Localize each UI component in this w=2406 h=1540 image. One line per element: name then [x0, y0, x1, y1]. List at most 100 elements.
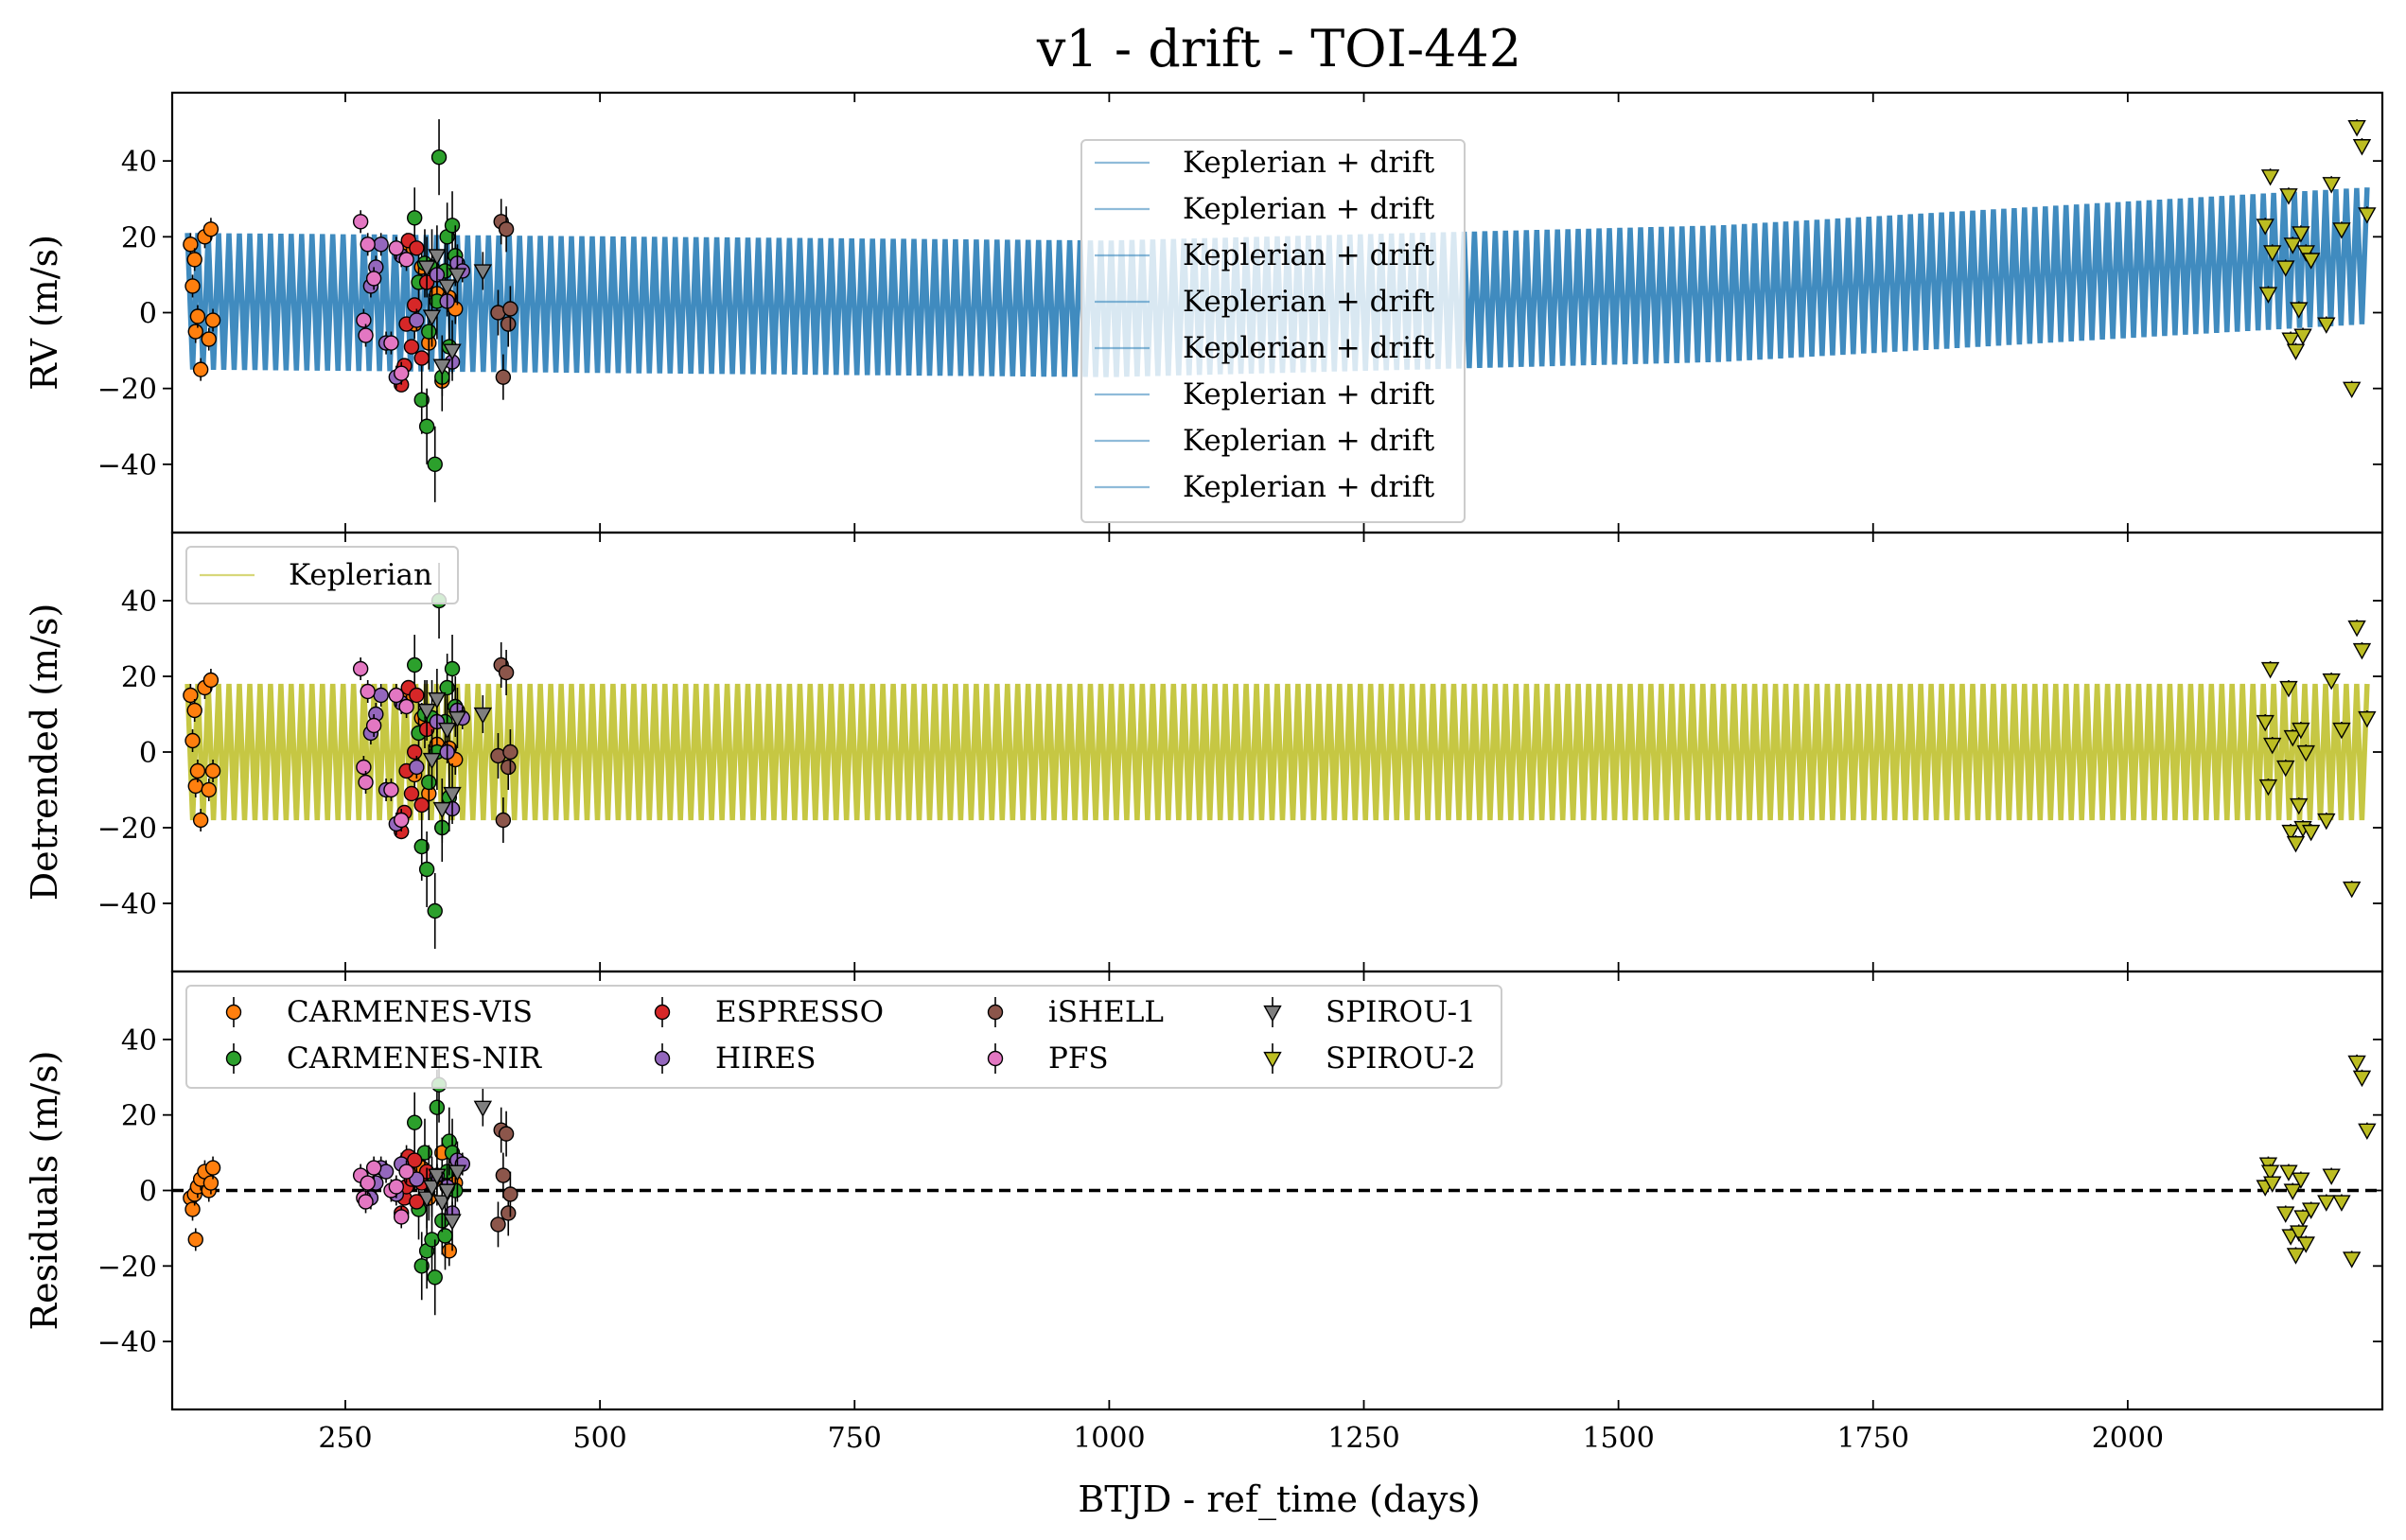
- data-point: [2358, 710, 2377, 728]
- legend-label: Keplerian + drift: [1183, 424, 1435, 458]
- legend-detrended: Keplerian: [185, 546, 459, 604]
- data-point: [204, 1160, 221, 1176]
- legend-label: iSHELL: [1048, 995, 1164, 1029]
- legend-label: Keplerian + drift: [1183, 470, 1435, 504]
- data-point: [358, 1194, 374, 1210]
- data-point: [2263, 737, 2282, 755]
- legend-marker: [987, 1004, 1004, 1021]
- data-point: [192, 361, 209, 377]
- data-point: [383, 335, 399, 351]
- x-axis-label: BTJD - ref_time (days): [1078, 1479, 1480, 1521]
- data-point: [2260, 169, 2280, 186]
- data-point: [2260, 1164, 2280, 1181]
- data-point: [373, 687, 389, 704]
- y-tick-label: −40: [97, 1326, 157, 1359]
- plot-area-detrended: [183, 563, 2377, 949]
- y-tick-label: 40: [121, 1024, 157, 1058]
- data-point: [427, 902, 443, 919]
- data-point: [2322, 673, 2341, 691]
- data-point: [2296, 1236, 2315, 1253]
- data-point: [356, 759, 372, 776]
- model-curve: [184, 683, 2370, 821]
- data-point: [501, 1205, 517, 1221]
- panel-residuals: 250 500 750 1000 1250 1500 1750 2000 −40 −20 0 20 40…: [24, 970, 2384, 1455]
- data-point: [427, 456, 443, 473]
- y-tick-label: −40: [97, 449, 157, 482]
- data-point: [365, 271, 382, 287]
- y-tick-label: 20: [121, 661, 157, 694]
- series-ishell: [490, 1107, 518, 1248]
- data-point: [2296, 744, 2315, 762]
- data-point: [2352, 1070, 2372, 1088]
- data-point: [490, 1216, 506, 1233]
- data-point: [437, 279, 457, 296]
- data-point: [398, 698, 414, 715]
- data-point: [2279, 188, 2298, 205]
- x-tick-label: 1750: [1837, 1422, 1909, 1455]
- data-point: [428, 691, 447, 709]
- figure-title: v1 - drift - TOI-442: [1036, 19, 1521, 79]
- data-point: [394, 1209, 410, 1225]
- data-point: [184, 1201, 201, 1217]
- y-tick-label: −40: [97, 888, 157, 921]
- data-point: [418, 861, 435, 878]
- data-point: [498, 1126, 515, 1142]
- data-point: [437, 722, 457, 740]
- x-tick-label: 500: [572, 1422, 626, 1455]
- series-spirou-1: [417, 225, 493, 396]
- data-point: [2276, 760, 2295, 778]
- legend-label: PFS: [1048, 1041, 1109, 1076]
- data-point: [189, 762, 206, 779]
- data-point: [358, 327, 374, 343]
- data-point: [356, 312, 372, 328]
- data-point: [417, 260, 436, 277]
- y-tick-label: −20: [97, 1251, 157, 1284]
- y-tick-label: 20: [121, 1100, 157, 1133]
- data-point: [186, 252, 202, 268]
- data-point: [2352, 642, 2372, 660]
- data-point: [495, 369, 512, 385]
- series-spirou-2: [2256, 119, 2377, 399]
- data-point: [388, 687, 405, 704]
- legend-label: Keplerian + drift: [1183, 192, 1435, 226]
- y-tick-label: −20: [97, 374, 157, 407]
- data-point: [394, 812, 410, 829]
- y-tick-label: 0: [139, 298, 157, 331]
- data-point: [437, 1228, 453, 1244]
- data-point: [473, 1100, 493, 1118]
- legend-label: HIRES: [715, 1041, 817, 1076]
- data-point: [409, 687, 425, 704]
- data-point: [2283, 237, 2302, 254]
- legend-label: Keplerian + drift: [1183, 377, 1435, 411]
- data-point: [495, 1167, 512, 1183]
- data-point: [204, 312, 221, 328]
- x-tick-label: 750: [828, 1422, 882, 1455]
- data-point: [2258, 779, 2278, 796]
- y-axis-label: Detrended (m/s): [24, 604, 65, 901]
- series-spirou-1: [417, 1088, 493, 1251]
- data-point: [417, 1191, 436, 1208]
- data-point: [186, 702, 202, 719]
- data-point: [2290, 302, 2309, 319]
- data-point: [407, 744, 423, 761]
- data-point: [421, 324, 437, 340]
- data-point: [422, 1180, 442, 1197]
- data-point: [2332, 722, 2351, 740]
- y-tick-label: 40: [121, 146, 157, 179]
- data-point: [413, 796, 430, 814]
- data-point: [383, 781, 399, 798]
- data-point: [360, 236, 376, 253]
- data-point: [443, 1214, 462, 1231]
- plot-area-residuals: [172, 1046, 2382, 1316]
- data-point: [448, 1164, 467, 1181]
- data-point: [2358, 207, 2377, 224]
- data-point: [428, 249, 447, 266]
- data-point: [2347, 620, 2366, 638]
- data-point: [448, 268, 467, 285]
- legend-rv: Keplerian + drift Keplerian + drift Kepler…: [1080, 139, 1466, 523]
- data-point: [502, 301, 518, 317]
- legend-box: [185, 985, 1502, 1089]
- data-point: [441, 1243, 458, 1259]
